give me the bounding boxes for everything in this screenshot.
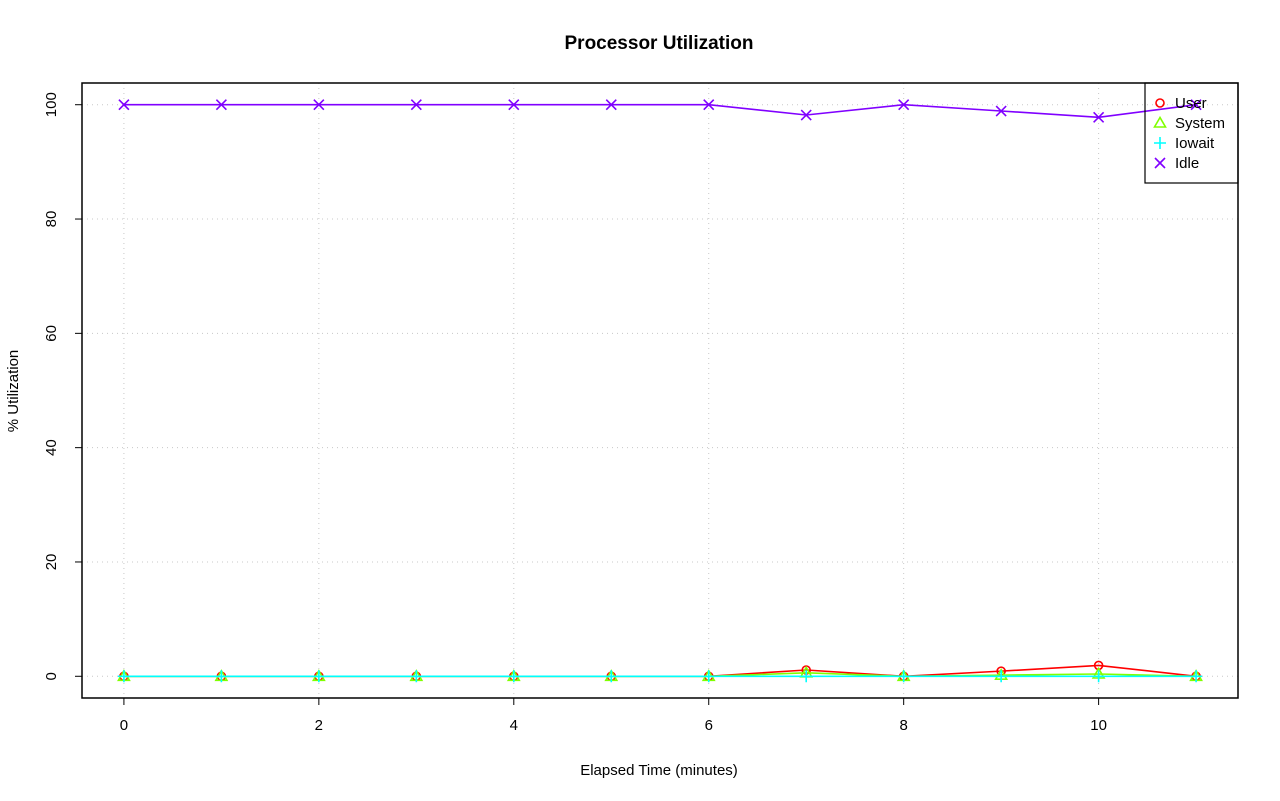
- x-tick-label: 0: [120, 717, 128, 734]
- idle-point: [1093, 111, 1105, 123]
- y-tick-label: 40: [43, 439, 60, 456]
- x-tick-label: 10: [1090, 717, 1107, 734]
- y-axis-label: % Utilization: [5, 350, 22, 433]
- legend-marker-system: [1153, 115, 1167, 128]
- iowait-point: [215, 670, 228, 683]
- idle-point: [410, 99, 422, 111]
- plot-frame: [81, 82, 1239, 699]
- idle-line: [123, 103, 1197, 119]
- series-layer: [117, 99, 1203, 683]
- legend-marker-iowait: [1154, 137, 1166, 149]
- grid-lines: [82, 83, 1238, 698]
- legend-label-user: User: [1175, 95, 1207, 112]
- y-tick-label: 80: [43, 211, 60, 228]
- idle-point: [1190, 99, 1202, 111]
- x-axis-label: Elapsed Time (minutes): [580, 762, 738, 779]
- legend-label-idle: Idle: [1175, 155, 1199, 172]
- idle-point: [215, 99, 227, 111]
- y-tick-label: 20: [43, 554, 60, 571]
- idle-point: [800, 109, 812, 121]
- x-tick-label: 6: [705, 717, 713, 734]
- chart-title: Processor Utilization: [565, 33, 754, 54]
- idle-point: [898, 99, 910, 111]
- legend-label-system: System: [1175, 115, 1225, 132]
- idle-point: [118, 99, 130, 111]
- idle-point: [508, 99, 520, 111]
- x-axis: 0 2 4 6 8 10: [120, 697, 1107, 734]
- legend-marker-user: [1155, 98, 1165, 108]
- iowait-point: [312, 670, 325, 683]
- iowait-point: [800, 670, 813, 683]
- legend-box: [1144, 82, 1239, 184]
- idle-point: [313, 99, 325, 111]
- legend-marker-idle: [1154, 157, 1166, 169]
- y-tick-label: 0: [43, 672, 60, 680]
- iowait-point: [995, 670, 1008, 683]
- iowait-point: [1190, 670, 1203, 683]
- idle-point: [703, 99, 715, 111]
- x-tick-label: 4: [510, 717, 518, 734]
- legend-label-iowait: Iowait: [1175, 135, 1215, 152]
- series-idle: [118, 99, 1202, 123]
- legend: User System Iowait Idle: [1144, 82, 1239, 184]
- series-user: [119, 660, 1201, 682]
- iowait-point: [507, 670, 520, 683]
- series-iowait: [117, 670, 1203, 683]
- iowait-point: [117, 670, 130, 683]
- idle-point: [605, 99, 617, 111]
- iowait-point: [605, 670, 618, 683]
- y-tick-label: 100: [43, 92, 60, 117]
- x-tick-label: 2: [315, 717, 323, 734]
- iowait-point: [410, 670, 423, 683]
- iowait-point: [897, 670, 910, 683]
- y-tick-label: 60: [43, 325, 60, 342]
- iowait-point: [702, 670, 715, 683]
- x-tick-label: 8: [900, 717, 908, 734]
- y-axis: 0 20 40 60 80 100: [43, 92, 82, 680]
- iowait-point: [1092, 670, 1105, 683]
- idle-point: [995, 105, 1007, 117]
